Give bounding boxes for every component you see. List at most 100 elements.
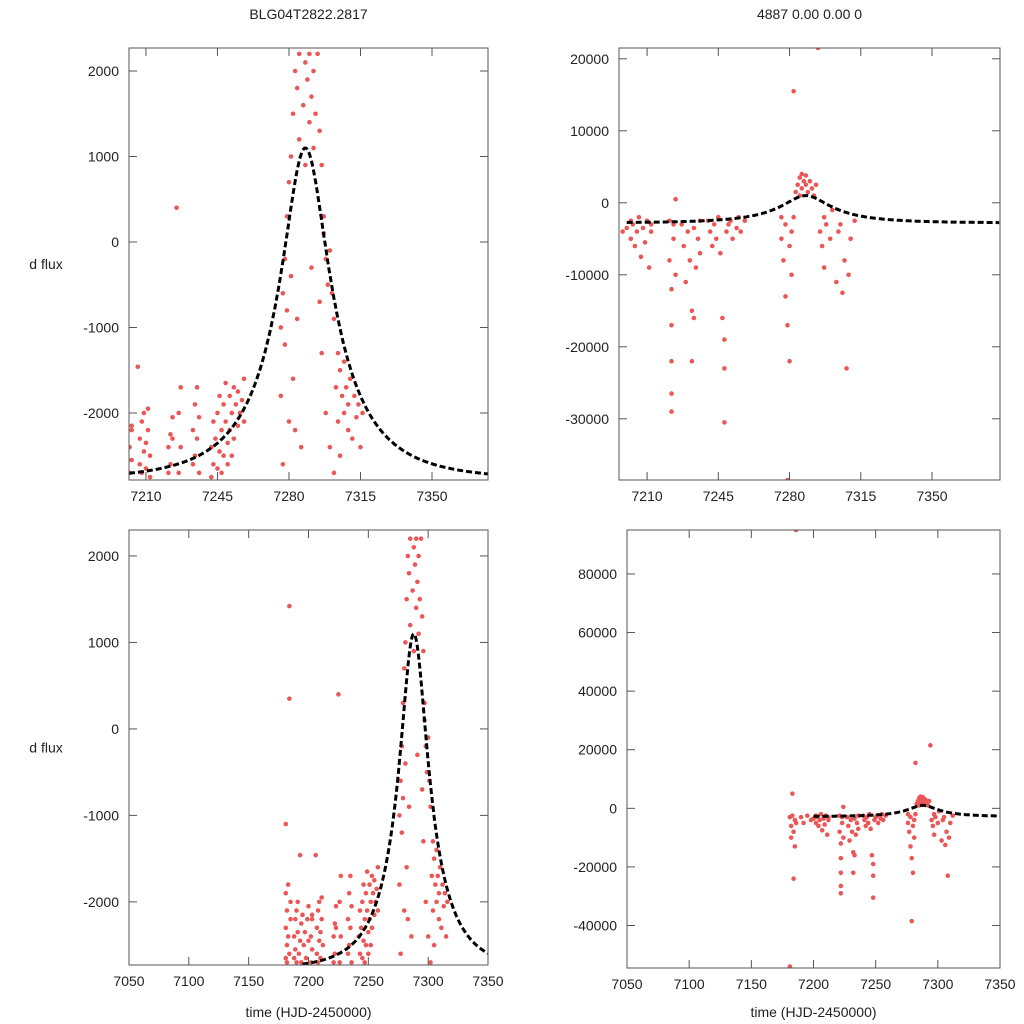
data-point <box>436 916 442 922</box>
data-point <box>905 820 911 826</box>
data-point <box>349 903 354 909</box>
data-point <box>147 453 153 459</box>
y-tick-label: -2000 <box>83 894 119 910</box>
data-point <box>369 925 375 931</box>
data-point <box>319 916 324 922</box>
data-point <box>788 823 794 829</box>
data-point <box>852 816 857 821</box>
data-point <box>646 265 652 270</box>
data-point <box>671 236 676 242</box>
data-point <box>722 366 727 371</box>
data-point <box>147 474 153 480</box>
data-point <box>738 229 744 234</box>
data-point <box>406 570 412 576</box>
data-point <box>734 225 739 231</box>
data-point <box>280 461 286 467</box>
data-point <box>839 820 845 826</box>
data-point <box>908 814 913 820</box>
data-point <box>176 410 181 416</box>
data-point <box>798 814 804 820</box>
data-point <box>911 817 917 823</box>
data-point <box>314 951 320 957</box>
data-point <box>669 409 674 414</box>
data-point <box>398 951 403 957</box>
data-point <box>295 929 301 935</box>
data-point <box>836 229 841 234</box>
data-point <box>345 427 351 433</box>
data-point <box>909 855 915 861</box>
panel-title: BLG04T2822.2817 <box>249 6 368 22</box>
data-point <box>945 873 951 879</box>
y-tick-label: 0 <box>601 195 609 211</box>
data-point <box>413 536 419 541</box>
data-point <box>620 229 625 234</box>
data-point <box>848 817 854 823</box>
data-point <box>358 444 363 450</box>
data-point <box>793 189 798 195</box>
data-point <box>367 882 372 887</box>
data-point <box>429 873 435 879</box>
data-point <box>870 861 876 867</box>
y-tick-label: -20000 <box>565 339 609 355</box>
data-point <box>278 393 284 399</box>
data-point <box>815 48 821 51</box>
data-point <box>801 820 806 826</box>
data-point <box>225 461 230 467</box>
x-tick-label: 7350 <box>416 488 447 504</box>
data-point <box>288 916 293 922</box>
data-point <box>636 214 642 220</box>
data-point <box>286 419 292 424</box>
data-points <box>283 536 450 965</box>
data-point <box>421 839 426 844</box>
data-point <box>237 410 243 416</box>
data-point <box>844 366 849 371</box>
data-point <box>296 137 302 142</box>
plot-frame <box>128 529 489 966</box>
data-point <box>440 882 445 887</box>
x-tick-label: 7150 <box>233 973 264 989</box>
data-point <box>669 358 674 364</box>
data-point <box>318 929 323 935</box>
data-point <box>368 942 374 948</box>
data-point <box>278 325 284 330</box>
data-point <box>291 955 297 961</box>
data-point <box>363 942 369 948</box>
data-point <box>911 835 917 840</box>
data-point <box>689 358 695 364</box>
data-point <box>397 882 402 887</box>
data-point <box>345 951 351 957</box>
data-point <box>791 88 796 94</box>
data-point <box>628 236 634 242</box>
data-point <box>239 397 245 403</box>
data-point <box>742 218 748 224</box>
data-point <box>403 640 408 645</box>
data-point <box>910 870 916 876</box>
data-point <box>143 440 149 446</box>
data-point <box>849 829 855 835</box>
plot-frame <box>618 47 1001 481</box>
data-point <box>346 890 352 896</box>
data-point <box>410 588 415 593</box>
data-point <box>166 444 171 450</box>
data-point <box>779 214 784 220</box>
data-point <box>298 444 304 450</box>
data-point <box>223 380 228 386</box>
data-point <box>709 243 715 249</box>
data-point <box>313 111 318 117</box>
data-points <box>620 48 857 480</box>
data-point <box>284 942 290 948</box>
data-point <box>846 272 851 278</box>
data-point <box>315 51 320 57</box>
data-point <box>217 393 222 399</box>
data-point <box>287 603 292 609</box>
data-point <box>787 964 793 968</box>
data-point <box>419 787 425 792</box>
data-point <box>793 530 799 533</box>
y-tick-label: 60000 <box>578 625 617 641</box>
data-point <box>315 908 321 913</box>
data-point <box>421 648 426 654</box>
x-tick-label: 7280 <box>774 488 805 504</box>
y-tick-label: 80000 <box>578 566 617 582</box>
data-point <box>364 908 370 913</box>
y-tick-label: -1000 <box>83 807 119 823</box>
